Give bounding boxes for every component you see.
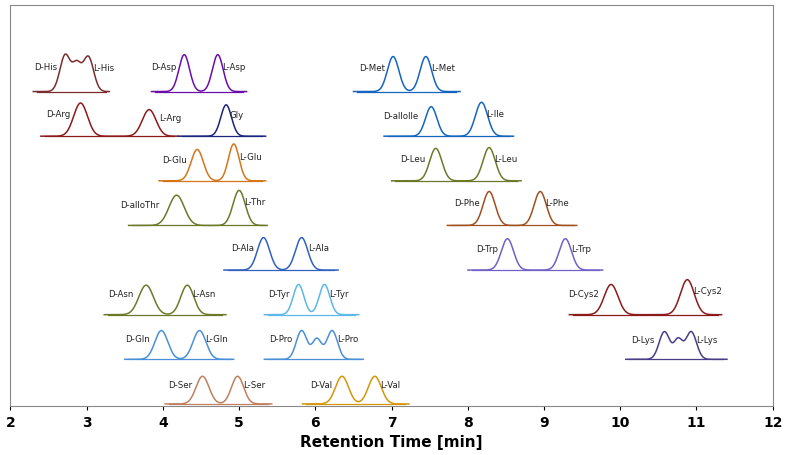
Text: D-alloIle: D-alloIle [383, 112, 418, 121]
Text: D-Lys: D-Lys [631, 335, 655, 344]
Text: D-Met: D-Met [359, 64, 385, 73]
Text: D-Tyr: D-Tyr [268, 289, 289, 298]
Text: D-Asp: D-Asp [151, 63, 177, 72]
Text: L-Trp: L-Trp [571, 244, 591, 253]
Text: L-Pro: L-Pro [336, 335, 358, 344]
Text: Gly: Gly [230, 111, 244, 120]
Text: D-Ser: D-Ser [168, 380, 191, 389]
Text: D-Phe: D-Phe [454, 198, 480, 207]
Text: D-His: D-His [35, 63, 58, 72]
Text: D-Ala: D-Ala [232, 244, 255, 253]
Text: L-His: L-His [93, 64, 114, 73]
Text: D-alloThr: D-alloThr [120, 200, 159, 209]
Text: L-Met: L-Met [431, 64, 455, 73]
Text: L-Tyr: L-Tyr [329, 289, 348, 298]
Text: D-Trp: D-Trp [476, 244, 498, 253]
Text: L-Glu: L-Glu [239, 152, 262, 161]
Text: L-Ser: L-Ser [243, 380, 265, 389]
Text: L-Asp: L-Asp [222, 63, 246, 72]
Text: D-Gln: D-Gln [125, 335, 150, 344]
Text: L-Ile: L-Ile [486, 109, 504, 118]
Text: L-Lys: L-Lys [696, 335, 717, 344]
Text: L-Thr: L-Thr [243, 198, 265, 207]
Text: L-Arg: L-Arg [159, 113, 181, 122]
Text: D-Glu: D-Glu [162, 155, 188, 164]
Text: L-Gln: L-Gln [205, 335, 228, 344]
Text: D-Asn: D-Asn [109, 290, 134, 299]
Text: L-Val: L-Val [380, 380, 400, 389]
Text: D-Leu: D-Leu [400, 155, 426, 164]
Text: L-Ala: L-Ala [307, 244, 329, 253]
X-axis label: Retention Time [min]: Retention Time [min] [300, 435, 483, 450]
Text: L-Cys2: L-Cys2 [693, 287, 722, 296]
Text: D-Cys2: D-Cys2 [568, 289, 599, 298]
Text: L-Leu: L-Leu [494, 154, 518, 163]
Text: D-Val: D-Val [310, 380, 332, 389]
Text: D-Arg: D-Arg [46, 110, 70, 119]
Text: L-Phe: L-Phe [545, 198, 569, 207]
Text: D-Pro: D-Pro [269, 335, 292, 344]
Text: L-Asn: L-Asn [191, 290, 215, 299]
